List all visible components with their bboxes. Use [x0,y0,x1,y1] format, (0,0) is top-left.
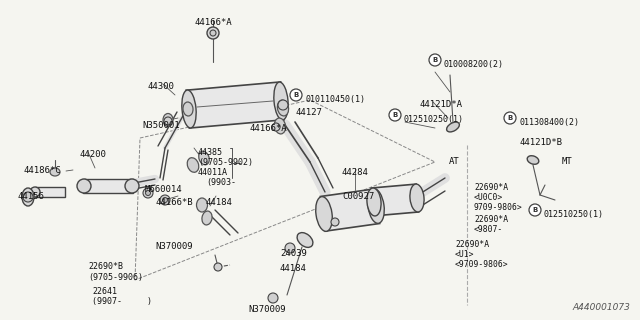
Text: 44385: 44385 [198,148,223,157]
Circle shape [429,54,441,66]
Text: 44186*C: 44186*C [24,166,61,175]
Text: AT: AT [449,157,460,166]
Ellipse shape [367,188,381,216]
Ellipse shape [199,151,209,165]
Ellipse shape [125,179,139,193]
Ellipse shape [50,168,60,176]
Text: 011308400(2): 011308400(2) [519,118,579,127]
Text: B: B [392,112,397,118]
Text: 44284: 44284 [342,168,369,177]
Text: 012510250(1): 012510250(1) [544,210,604,219]
Text: 22690*A: 22690*A [455,240,489,249]
Circle shape [214,263,222,271]
Ellipse shape [163,114,173,126]
Text: (9907-     ): (9907- ) [92,297,152,306]
Ellipse shape [275,118,285,134]
Circle shape [145,190,150,196]
Text: 44166*A: 44166*A [194,18,232,27]
Text: (9903-: (9903- [206,178,236,187]
Circle shape [331,218,339,226]
Text: 44200: 44200 [80,150,107,159]
Text: <9709-9806>: <9709-9806> [455,260,509,269]
Ellipse shape [527,156,539,164]
Text: 44300: 44300 [148,82,175,91]
Circle shape [389,109,401,121]
Ellipse shape [274,82,288,120]
Circle shape [23,192,33,202]
Text: 22641: 22641 [92,287,117,296]
Text: 22690*B: 22690*B [88,262,123,271]
Ellipse shape [202,211,212,225]
Text: 012510250(1): 012510250(1) [404,115,464,124]
Text: N370009: N370009 [248,305,285,314]
Text: 44166*A: 44166*A [250,124,287,133]
Bar [83,179,133,193]
Text: <U0C0>: <U0C0> [474,193,503,202]
Text: 010110450(1): 010110450(1) [305,95,365,104]
Circle shape [278,100,288,110]
Text: 44127: 44127 [296,108,323,117]
Text: A440001073: A440001073 [572,303,630,312]
Text: 44184: 44184 [205,198,232,207]
Circle shape [160,195,170,205]
Text: N350001: N350001 [142,121,180,130]
Circle shape [290,89,302,101]
Text: (9705-9906): (9705-9906) [88,273,143,282]
Bar [321,189,380,231]
Circle shape [272,123,280,131]
Circle shape [164,117,172,125]
Text: MT: MT [562,157,572,166]
Circle shape [268,293,278,303]
Circle shape [285,243,295,253]
Text: (9705-9902): (9705-9902) [198,158,253,167]
Bar [186,82,284,128]
Ellipse shape [316,196,332,231]
Bar [371,184,419,216]
Circle shape [143,188,153,198]
Text: B: B [508,115,513,121]
Text: 44011A: 44011A [198,168,228,177]
Ellipse shape [410,184,424,212]
Text: 44166*B: 44166*B [155,198,193,207]
Ellipse shape [277,100,289,116]
Text: 22690*A: 22690*A [474,183,508,192]
Text: B: B [433,57,438,63]
Ellipse shape [188,158,199,172]
Text: 24039: 24039 [280,249,307,258]
Ellipse shape [22,188,34,206]
Text: 22690*A: 22690*A [474,215,508,224]
Ellipse shape [30,187,40,197]
Text: 44184: 44184 [280,264,307,273]
Circle shape [529,204,541,216]
Bar [35,187,65,197]
Ellipse shape [368,188,384,223]
Ellipse shape [77,179,91,193]
Ellipse shape [183,102,193,116]
Text: 010008200(2): 010008200(2) [444,60,504,69]
Text: M660014: M660014 [145,185,182,194]
Text: N370009: N370009 [155,242,193,251]
Text: <U1>: <U1> [455,250,474,259]
Text: 44121D*A: 44121D*A [420,100,463,109]
Ellipse shape [182,90,196,128]
Text: 44156: 44156 [18,192,45,201]
Circle shape [210,30,216,36]
Circle shape [504,112,516,124]
Ellipse shape [447,122,460,132]
Text: 44121D*B: 44121D*B [520,138,563,147]
Text: 9709-9806>: 9709-9806> [474,203,523,212]
Circle shape [207,27,219,39]
Circle shape [163,197,168,203]
Text: B: B [293,92,299,98]
Text: B: B [532,207,538,213]
Text: C00927: C00927 [342,192,374,201]
Ellipse shape [297,233,313,247]
Text: <9807-: <9807- [474,225,503,234]
Ellipse shape [196,198,207,212]
